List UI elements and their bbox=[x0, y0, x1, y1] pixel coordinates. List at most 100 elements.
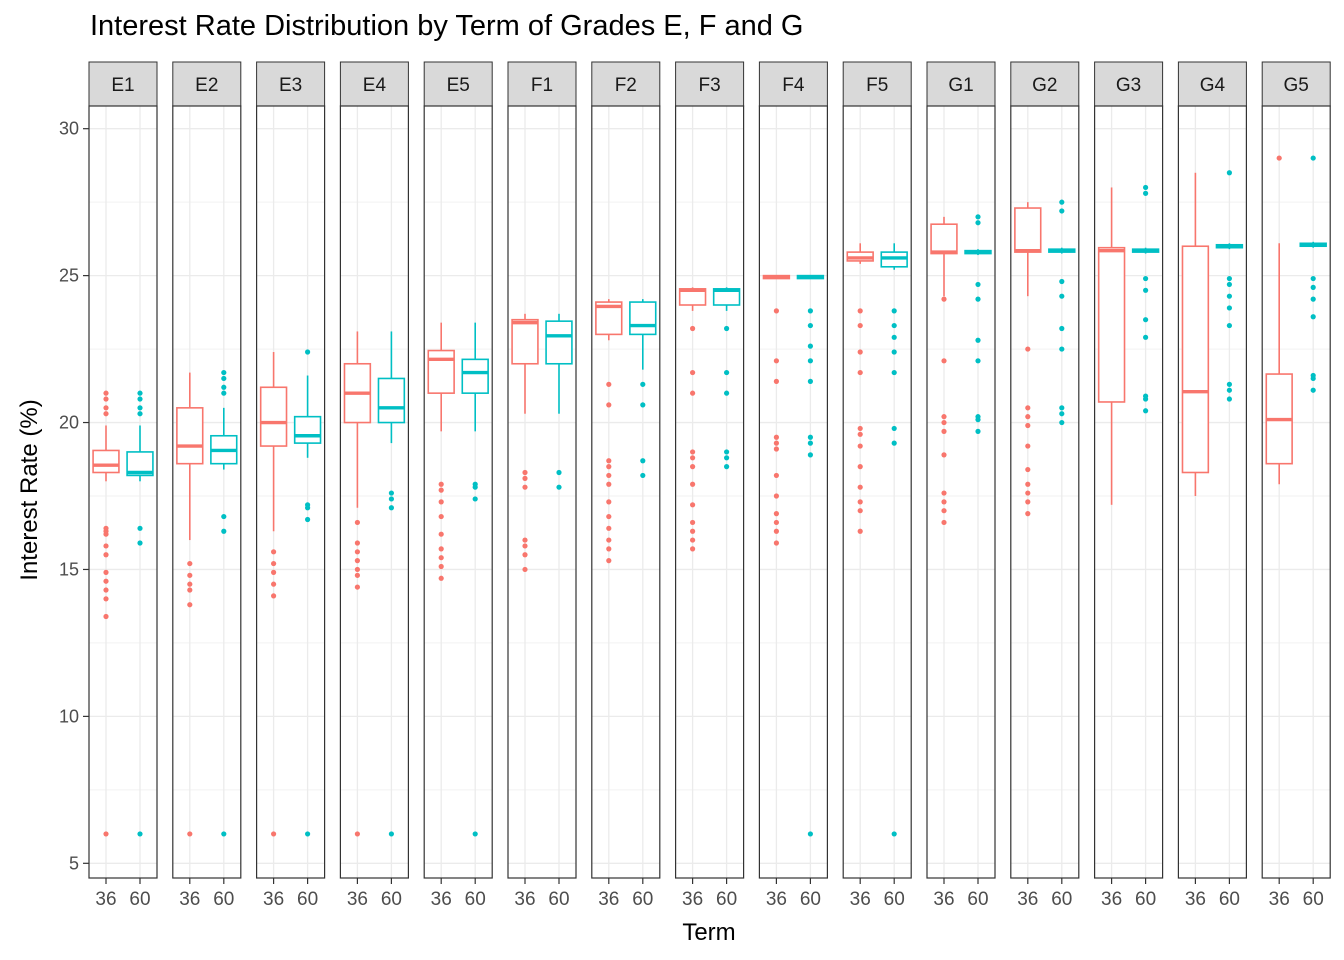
outlier-point bbox=[975, 281, 981, 288]
outlier-point bbox=[807, 434, 814, 440]
x-tick-label: 36 bbox=[1269, 889, 1290, 910]
outlier-point bbox=[103, 831, 109, 837]
outlier-point bbox=[271, 549, 277, 555]
outlier-point bbox=[975, 358, 981, 364]
outlier-point bbox=[103, 596, 109, 602]
outlier-point bbox=[606, 537, 612, 543]
x-tick-label: 60 bbox=[632, 889, 653, 910]
outlier-point bbox=[1025, 422, 1031, 429]
outlier-point bbox=[941, 519, 947, 526]
outlier-point bbox=[724, 390, 730, 396]
outlier-point bbox=[640, 381, 646, 387]
outlier-point bbox=[807, 378, 814, 384]
outlier-point bbox=[221, 528, 227, 534]
outlier-point bbox=[103, 569, 109, 576]
box-g1-60 bbox=[964, 214, 992, 434]
outlier-point bbox=[438, 546, 444, 552]
panel-border bbox=[339, 105, 409, 879]
facet-panels: E1 36 60 E2 36 60 E3 36 60 E4 36 60 E5 36 60 F1 36 60 F2 36… bbox=[88, 61, 1331, 910]
outlier-point bbox=[941, 358, 947, 364]
x-tick-label: 60 bbox=[967, 889, 988, 910]
y-tick-label: 30 bbox=[59, 119, 79, 139]
box-e1-60 bbox=[126, 390, 154, 837]
x-tick-label: 36 bbox=[263, 889, 284, 910]
outlier-point bbox=[891, 349, 897, 355]
outlier-point bbox=[472, 496, 478, 502]
outlier-point bbox=[354, 831, 360, 837]
outlier-point bbox=[807, 343, 814, 349]
outlier-point bbox=[1025, 481, 1031, 487]
outlier-point bbox=[773, 358, 780, 364]
facet-strip bbox=[339, 61, 409, 107]
outlier-point bbox=[137, 540, 143, 546]
facet-g2: G2 36 60 bbox=[1010, 61, 1080, 910]
panel-background bbox=[843, 106, 912, 878]
outlier-point bbox=[1059, 208, 1065, 214]
outlier-point bbox=[1143, 408, 1149, 414]
x-tick-label: 60 bbox=[716, 889, 737, 910]
outlier-point bbox=[857, 431, 863, 437]
outlier-point bbox=[606, 472, 612, 479]
box-g2-36 bbox=[1014, 202, 1042, 517]
outlier-point bbox=[606, 402, 612, 408]
outlier-point bbox=[1226, 293, 1232, 299]
outlier-point bbox=[690, 369, 696, 376]
outlier-point bbox=[891, 831, 897, 837]
outlier-point bbox=[103, 390, 109, 396]
outlier-point bbox=[1143, 190, 1149, 196]
outlier-point bbox=[857, 499, 863, 505]
outlier-point bbox=[941, 296, 947, 302]
x-tick-label: 36 bbox=[1185, 889, 1206, 910]
x-tick-label: 36 bbox=[850, 889, 871, 910]
outlier-point bbox=[438, 575, 444, 581]
panel-border bbox=[423, 105, 493, 879]
outlier-point bbox=[438, 499, 444, 505]
outlier-point bbox=[975, 214, 981, 220]
outlier-point bbox=[690, 481, 696, 487]
facet-f1: F1 36 60 bbox=[507, 61, 577, 910]
box-e5-60 bbox=[461, 322, 489, 837]
outlier-point bbox=[137, 390, 143, 396]
x-tick-label: 60 bbox=[381, 889, 402, 910]
panel-background bbox=[89, 106, 157, 878]
panel-border bbox=[88, 105, 158, 879]
box-e2-60 bbox=[210, 369, 238, 837]
facet-f4: F4 36 60 bbox=[758, 61, 829, 910]
outlier-point bbox=[857, 369, 863, 376]
outlier-point bbox=[1310, 275, 1316, 282]
box-f3-36 bbox=[678, 287, 707, 552]
outlier-point bbox=[606, 525, 612, 531]
outlier-point bbox=[354, 519, 360, 526]
outlier-point bbox=[891, 369, 897, 376]
outlier-point bbox=[271, 560, 277, 567]
outlier-point bbox=[522, 469, 528, 476]
outlier-point bbox=[724, 464, 730, 470]
panel-background bbox=[172, 106, 241, 878]
box-f5-36 bbox=[846, 243, 874, 534]
outlier-point bbox=[187, 572, 193, 578]
outlier-point bbox=[857, 528, 863, 534]
outlier-point bbox=[137, 411, 143, 417]
outlier-point bbox=[556, 484, 562, 490]
y-axis: 5 10 15 20 25 30 bbox=[59, 119, 89, 873]
outlier-point bbox=[941, 414, 947, 420]
outlier-point bbox=[724, 369, 730, 376]
outlier-point bbox=[640, 402, 646, 408]
facet-strip-label: F2 bbox=[615, 75, 637, 96]
outlier-point bbox=[354, 540, 360, 546]
outlier-point bbox=[807, 452, 814, 458]
outlier-point bbox=[271, 593, 277, 599]
outlier-point bbox=[1226, 170, 1232, 176]
box-body bbox=[545, 320, 573, 365]
outlier-point bbox=[354, 549, 360, 555]
outlier-point bbox=[975, 296, 981, 302]
x-tick-label: 60 bbox=[465, 889, 486, 910]
outlier-point bbox=[103, 411, 109, 417]
outlier-point bbox=[640, 458, 646, 464]
panel-border bbox=[1010, 105, 1080, 879]
x-tick-label: 60 bbox=[213, 889, 234, 910]
box-g3-36 bbox=[1097, 187, 1126, 505]
box-body bbox=[293, 415, 322, 444]
box-f3-60 bbox=[712, 287, 741, 470]
